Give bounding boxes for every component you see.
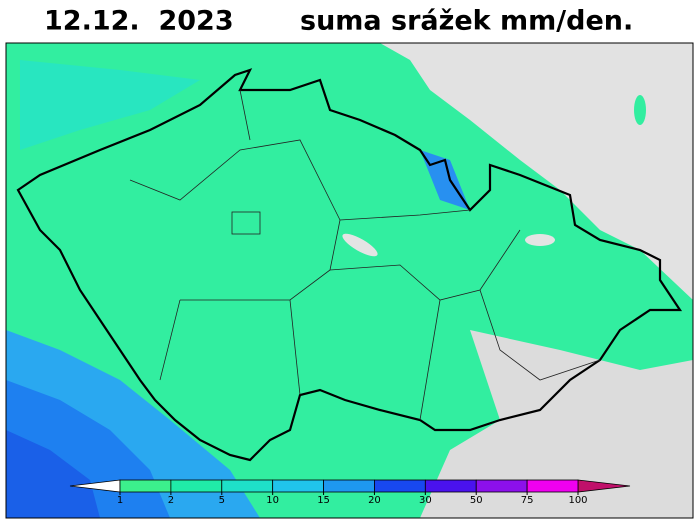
colorbar-tick-label: 5 (219, 495, 225, 506)
colorbar-segment (526, 479, 579, 493)
map-frame (5, 42, 694, 519)
colorbar-tick-label: 50 (470, 495, 483, 506)
colorbar-segment (272, 479, 324, 493)
colorbar: 1 2 5 10 15 20 30 50 75 100 (69, 479, 631, 506)
colorbar-segment (170, 479, 223, 493)
colorbar-tick-label: 2 (168, 495, 174, 506)
colorbar-tick-label: 20 (368, 495, 381, 506)
colorbar-segment (119, 479, 172, 493)
precip-field (6, 43, 693, 518)
country-border (16, 68, 683, 462)
colorbar-tick-label: 100 (568, 495, 587, 506)
colorbar-tick-label: 10 (266, 495, 279, 506)
colorbar-segment (475, 479, 528, 493)
colorbar-tick-label: 75 (521, 495, 534, 506)
colorbar-segment (221, 479, 274, 493)
region-borders (129, 89, 601, 421)
colorbar-tick-label: 1 (117, 495, 123, 506)
date: 12.12. 2023 (44, 6, 234, 37)
colorbar-tick-label: 30 (419, 495, 432, 506)
colorbar-segment (374, 479, 426, 493)
colorbar-tick-label: 15 (317, 495, 330, 506)
title: suma srážek mm/den. (300, 6, 633, 37)
colorbar-segment (323, 479, 375, 493)
colorbar-segment (424, 479, 477, 493)
